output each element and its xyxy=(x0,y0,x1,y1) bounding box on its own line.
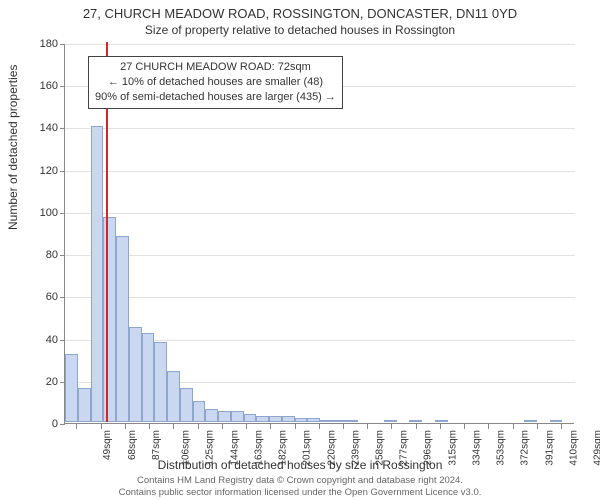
xtick-mark xyxy=(513,424,514,429)
xtick-mark xyxy=(125,424,126,429)
x-axis-label: Distribution of detached houses by size … xyxy=(0,458,600,472)
ytick-label: 80 xyxy=(18,249,58,261)
xtick-mark xyxy=(149,424,150,429)
ytick-mark xyxy=(60,128,65,129)
xtick-mark xyxy=(173,424,174,429)
ytick-mark xyxy=(60,340,65,341)
ytick-label: 20 xyxy=(18,376,58,388)
histogram-bar xyxy=(269,416,282,422)
histogram-bar xyxy=(409,420,422,422)
ytick-mark xyxy=(60,297,65,298)
gridline xyxy=(65,128,575,129)
histogram-bar xyxy=(384,420,397,422)
xtick-mark xyxy=(440,424,441,429)
xtick-mark xyxy=(101,424,102,429)
xtick-label: 87sqm xyxy=(151,430,162,460)
xtick-mark xyxy=(416,424,417,429)
ytick-label: 0 xyxy=(18,418,58,430)
gridline xyxy=(65,255,575,256)
histogram-bar xyxy=(231,411,244,422)
histogram-bar xyxy=(167,371,180,422)
xtick-label: 68sqm xyxy=(127,430,138,460)
gridline xyxy=(65,171,575,172)
histogram-bar xyxy=(320,420,333,422)
histogram-bar xyxy=(129,327,142,422)
page-subtitle: Size of property relative to detached ho… xyxy=(0,21,600,37)
histogram-bar xyxy=(307,418,320,422)
histogram-bar xyxy=(282,416,295,422)
histogram-bar xyxy=(142,333,155,422)
histogram-bar xyxy=(435,420,448,422)
xtick-mark xyxy=(488,424,489,429)
xtick-mark xyxy=(198,424,199,429)
annotation-line: ← 10% of detached houses are smaller (48… xyxy=(95,75,336,90)
histogram-bar xyxy=(78,388,91,422)
plot-area: 49sqm68sqm87sqm106sqm125sqm144sqm163sqm1… xyxy=(64,44,574,424)
xtick-mark xyxy=(561,424,562,429)
histogram-bar xyxy=(218,411,231,422)
ytick-label: 160 xyxy=(18,80,58,92)
gridline xyxy=(65,297,575,298)
ytick-label: 40 xyxy=(18,334,58,346)
ytick-mark xyxy=(60,44,65,45)
histogram-bar xyxy=(524,420,537,422)
histogram-bar xyxy=(346,420,359,422)
xtick-mark xyxy=(367,424,368,429)
histogram-bar xyxy=(154,342,167,422)
annotation-line: 27 CHURCH MEADOW ROAD: 72sqm xyxy=(95,60,336,75)
ytick-label: 180 xyxy=(18,38,58,50)
xtick-label: 49sqm xyxy=(102,430,113,460)
xtick-mark xyxy=(343,424,344,429)
xtick-mark xyxy=(295,424,296,429)
xtick-mark xyxy=(464,424,465,429)
histogram-bar xyxy=(333,420,346,422)
ytick-label: 120 xyxy=(18,165,58,177)
ytick-label: 100 xyxy=(18,207,58,219)
footer-line: Contains HM Land Registry data © Crown c… xyxy=(0,475,600,486)
ytick-mark xyxy=(60,171,65,172)
xtick-mark xyxy=(537,424,538,429)
xtick-mark xyxy=(270,424,271,429)
xtick-mark xyxy=(76,424,77,429)
histogram-bar xyxy=(295,418,308,422)
histogram-bar xyxy=(91,126,104,422)
footer-line: Contains public sector information licen… xyxy=(0,487,600,498)
ytick-mark xyxy=(60,424,65,425)
ytick-mark xyxy=(60,255,65,256)
xtick-mark xyxy=(246,424,247,429)
ytick-label: 60 xyxy=(18,291,58,303)
histogram-bar xyxy=(193,401,206,422)
page-title: 27, CHURCH MEADOW ROAD, ROSSINGTON, DONC… xyxy=(0,0,600,21)
ytick-mark xyxy=(60,213,65,214)
ytick-mark xyxy=(60,86,65,87)
histogram-bar xyxy=(256,416,269,422)
xtick-mark xyxy=(319,424,320,429)
footer: Contains HM Land Registry data © Crown c… xyxy=(0,475,600,498)
histogram-bar xyxy=(550,420,563,422)
annotation-line: 90% of semi-detached houses are larger (… xyxy=(95,90,336,105)
histogram-bar xyxy=(244,414,257,422)
xtick-mark xyxy=(391,424,392,429)
histogram-bar xyxy=(180,388,193,422)
gridline xyxy=(65,213,575,214)
histogram-bar xyxy=(116,236,129,422)
histogram-bar xyxy=(205,409,218,422)
gridline xyxy=(65,44,575,45)
xtick-mark xyxy=(222,424,223,429)
annotation-box: 27 CHURCH MEADOW ROAD: 72sqm ← 10% of de… xyxy=(88,56,343,109)
histogram-bar xyxy=(65,354,78,422)
ytick-label: 140 xyxy=(18,122,58,134)
chart-container: 27, CHURCH MEADOW ROAD, ROSSINGTON, DONC… xyxy=(0,0,600,500)
